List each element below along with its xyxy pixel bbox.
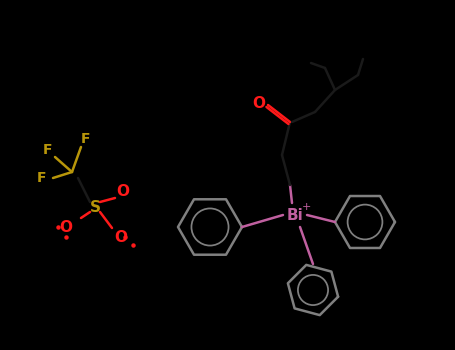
Text: O: O <box>116 183 130 198</box>
Text: O: O <box>60 219 72 234</box>
Text: O: O <box>253 97 266 112</box>
Text: +: + <box>301 202 311 212</box>
Text: F: F <box>42 143 52 157</box>
Text: O: O <box>115 230 127 245</box>
Text: S: S <box>90 199 101 215</box>
Text: F: F <box>81 132 91 146</box>
Text: F: F <box>36 171 46 185</box>
Text: Bi: Bi <box>287 208 303 223</box>
